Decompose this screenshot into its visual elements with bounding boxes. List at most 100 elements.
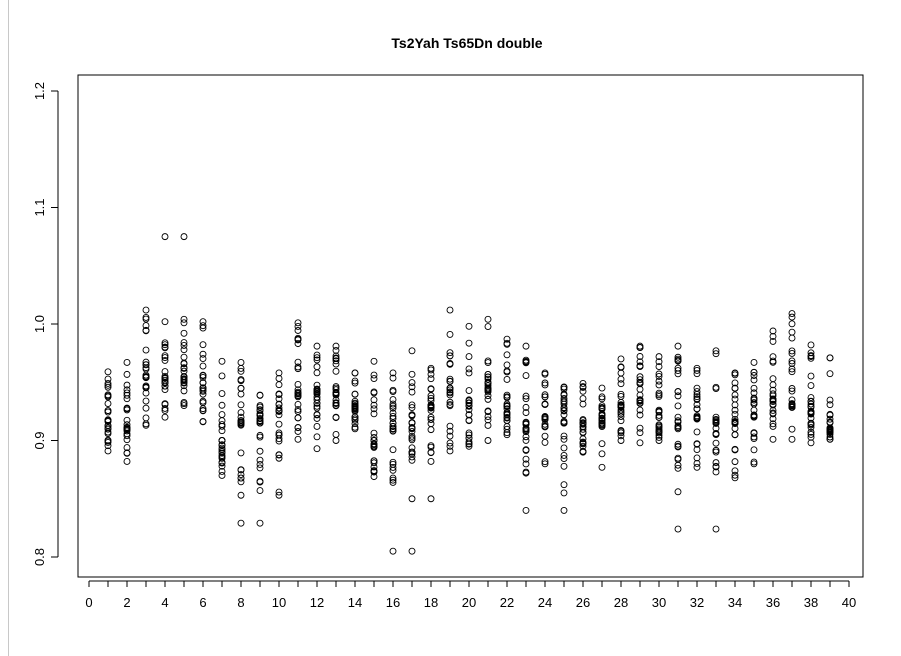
data-point: [427, 495, 435, 503]
data-point: [237, 384, 245, 392]
data-point: [826, 435, 834, 443]
data-point: [560, 398, 568, 406]
data-point: [484, 315, 492, 323]
data-point: [674, 440, 682, 448]
data-point: [465, 339, 473, 347]
data-point: [446, 439, 454, 447]
data-point: [218, 462, 226, 470]
data-point: [579, 419, 587, 427]
data-point: [807, 400, 815, 408]
data-point: [693, 446, 701, 454]
data-point: [370, 396, 378, 404]
data-point: [332, 367, 340, 375]
data-point: [256, 477, 264, 485]
data-point: [389, 547, 397, 555]
data-point: [598, 395, 606, 403]
data-point: [541, 393, 549, 401]
data-point: [712, 347, 720, 355]
data-point: [237, 491, 245, 499]
data-point: [408, 453, 416, 461]
data-point: [370, 429, 378, 437]
data-point: [807, 403, 815, 411]
data-point: [807, 433, 815, 441]
data-point: [294, 414, 302, 422]
data-point: [427, 426, 435, 434]
data-point: [541, 370, 549, 378]
data-point: [598, 404, 606, 411]
data-point: [541, 458, 549, 466]
data-point: [427, 407, 435, 414]
data-point: [579, 400, 587, 408]
data-point: [712, 459, 720, 467]
data-point: [161, 233, 169, 241]
data-point: [427, 458, 435, 465]
data-point: [351, 415, 359, 423]
data-point: [731, 401, 739, 409]
data-point: [446, 398, 454, 406]
data-point: [617, 393, 625, 400]
data-point: [294, 323, 302, 330]
data-point: [256, 419, 264, 427]
data-point: [370, 405, 378, 413]
x-tick-label: 16: [386, 595, 400, 610]
data-point: [674, 387, 682, 395]
data-point: [712, 446, 720, 454]
data-point: [123, 404, 131, 412]
data-point: [161, 352, 169, 360]
data-point: [123, 424, 131, 431]
data-point: [769, 381, 777, 389]
data-point: [712, 439, 720, 447]
data-point: [826, 401, 834, 409]
data-point: [826, 370, 834, 378]
data-point: [427, 402, 435, 410]
data-point: [142, 389, 150, 397]
data-point: [465, 353, 473, 360]
data-point: [503, 339, 511, 347]
data-point: [446, 432, 454, 440]
data-point: [674, 464, 682, 472]
data-point: [484, 416, 492, 424]
data-point: [275, 390, 283, 398]
data-point: [788, 347, 796, 355]
data-point: [332, 342, 340, 350]
data-point: [294, 340, 302, 348]
data-point: [180, 319, 188, 327]
data-point: [503, 411, 511, 419]
data-point: [484, 395, 492, 403]
data-point: [503, 351, 511, 359]
data-point: [199, 341, 207, 349]
data-point: [237, 478, 245, 486]
data-point: [503, 361, 511, 369]
data-point: [237, 409, 245, 417]
data-point: [332, 357, 340, 365]
data-point: [560, 400, 568, 408]
data-point: [389, 476, 397, 484]
data-point: [769, 375, 777, 383]
data-point: [465, 322, 473, 330]
data-point: [427, 370, 435, 378]
data-point: [503, 394, 511, 402]
data-point: [256, 391, 264, 399]
data-point: [123, 458, 131, 465]
data-point: [712, 350, 720, 358]
x-tick-label: 28: [614, 595, 628, 610]
data-point: [655, 353, 663, 361]
data-point: [142, 384, 150, 392]
data-point: [256, 487, 264, 495]
data-point: [408, 424, 416, 432]
data-point: [427, 394, 435, 402]
data-point: [218, 411, 226, 419]
data-point: [408, 379, 416, 387]
data-point: [617, 375, 625, 383]
data-point: [104, 400, 112, 408]
data-point: [161, 372, 169, 380]
data-point: [351, 377, 359, 385]
data-point: [674, 355, 682, 363]
data-point: [750, 446, 758, 454]
data-point: [313, 354, 321, 362]
data-point: [332, 389, 340, 397]
data-point: [294, 358, 302, 366]
data-point: [636, 406, 644, 414]
data-point: [465, 406, 473, 414]
x-tick-label: 26: [576, 595, 590, 610]
